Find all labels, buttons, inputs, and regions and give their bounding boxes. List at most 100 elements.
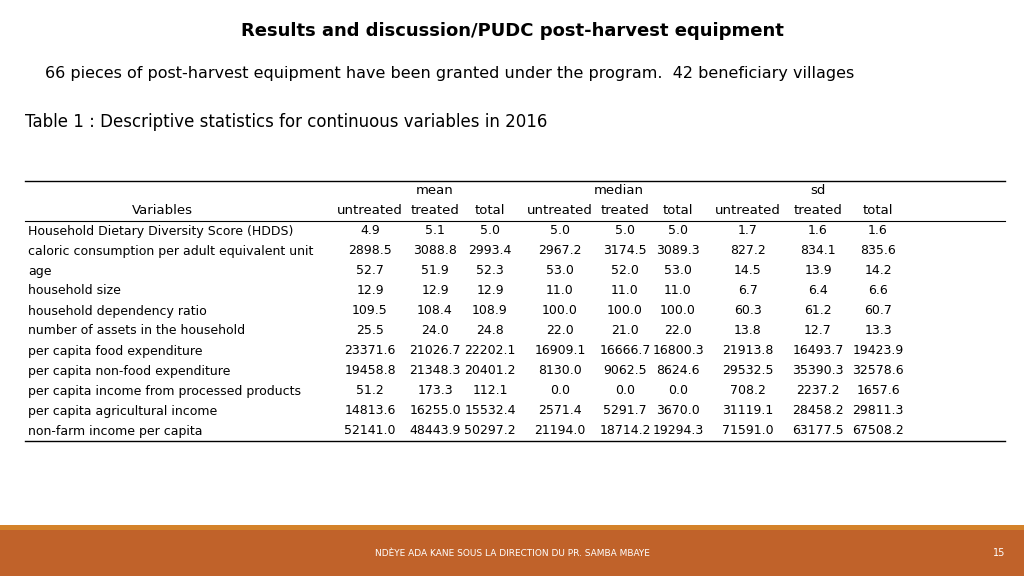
- Text: 61.2: 61.2: [804, 305, 831, 317]
- Text: 3670.0: 3670.0: [656, 404, 699, 418]
- Text: 16493.7: 16493.7: [793, 344, 844, 358]
- Text: per capita non-food expenditure: per capita non-food expenditure: [28, 365, 230, 377]
- Text: 51.9: 51.9: [421, 264, 449, 278]
- Text: 2967.2: 2967.2: [539, 244, 582, 257]
- Text: Results and discussion/PUDC post-harvest equipment: Results and discussion/PUDC post-harvest…: [241, 22, 783, 40]
- Text: 0.0: 0.0: [550, 385, 570, 397]
- Text: 6.6: 6.6: [868, 285, 888, 297]
- Text: 4.9: 4.9: [360, 225, 380, 237]
- Text: median: median: [594, 184, 644, 198]
- Text: 53.0: 53.0: [664, 264, 692, 278]
- Text: 16255.0: 16255.0: [410, 404, 461, 418]
- Text: 50297.2: 50297.2: [464, 425, 516, 438]
- Text: 9062.5: 9062.5: [603, 365, 647, 377]
- Text: 2237.2: 2237.2: [797, 385, 840, 397]
- Text: 8130.0: 8130.0: [539, 365, 582, 377]
- Text: 0.0: 0.0: [615, 385, 635, 397]
- Text: 14813.6: 14813.6: [344, 404, 395, 418]
- Text: 15532.4: 15532.4: [464, 404, 516, 418]
- Text: number of assets in the household: number of assets in the household: [28, 324, 245, 338]
- Text: 21348.3: 21348.3: [410, 365, 461, 377]
- Text: 52.0: 52.0: [611, 264, 639, 278]
- Text: 22.0: 22.0: [546, 324, 573, 338]
- Text: 13.9: 13.9: [804, 264, 831, 278]
- Text: 16800.3: 16800.3: [652, 344, 703, 358]
- Text: 32578.6: 32578.6: [852, 365, 904, 377]
- Text: 834.1: 834.1: [800, 244, 836, 257]
- Text: 53.0: 53.0: [546, 264, 573, 278]
- Text: 108.4: 108.4: [417, 305, 453, 317]
- Text: 35390.3: 35390.3: [793, 365, 844, 377]
- Text: 29532.5: 29532.5: [722, 365, 774, 377]
- Text: total: total: [863, 204, 893, 218]
- Text: 19423.9: 19423.9: [852, 344, 903, 358]
- Text: 16666.7: 16666.7: [599, 344, 650, 358]
- Text: 173.3: 173.3: [417, 385, 453, 397]
- Text: 51.2: 51.2: [356, 385, 384, 397]
- Text: 12.7: 12.7: [804, 324, 831, 338]
- Text: 19294.3: 19294.3: [652, 425, 703, 438]
- Text: 12.9: 12.9: [421, 285, 449, 297]
- Text: 708.2: 708.2: [730, 385, 766, 397]
- Text: 112.1: 112.1: [472, 385, 508, 397]
- Text: 3174.5: 3174.5: [603, 244, 647, 257]
- Text: Table 1 : Descriptive statistics for continuous variables in 2016: Table 1 : Descriptive statistics for con…: [25, 113, 548, 131]
- Text: 14.2: 14.2: [864, 264, 892, 278]
- Text: 827.2: 827.2: [730, 244, 766, 257]
- Text: 1.6: 1.6: [868, 225, 888, 237]
- Text: 52.3: 52.3: [476, 264, 504, 278]
- Text: 52141.0: 52141.0: [344, 425, 395, 438]
- Text: 21913.8: 21913.8: [722, 344, 774, 358]
- Text: 100.0: 100.0: [607, 305, 643, 317]
- Text: household dependency ratio: household dependency ratio: [28, 305, 207, 317]
- Text: 48443.9: 48443.9: [410, 425, 461, 438]
- Text: 15: 15: [992, 548, 1005, 558]
- Text: untreated: untreated: [715, 204, 781, 218]
- Text: 63177.5: 63177.5: [793, 425, 844, 438]
- Text: 14.5: 14.5: [734, 264, 762, 278]
- Bar: [0, 525, 1024, 530]
- Text: per capita agricultural income: per capita agricultural income: [28, 404, 217, 418]
- Text: 20401.2: 20401.2: [464, 365, 516, 377]
- Text: untreated: untreated: [527, 204, 593, 218]
- Text: 16909.1: 16909.1: [535, 344, 586, 358]
- Text: age: age: [28, 264, 51, 278]
- Text: 1.7: 1.7: [738, 225, 758, 237]
- Text: 60.3: 60.3: [734, 305, 762, 317]
- Text: 66 pieces of post-harvest equipment have been granted under the program.  42 ben: 66 pieces of post-harvest equipment have…: [45, 66, 854, 81]
- Text: 6.4: 6.4: [808, 285, 827, 297]
- Text: untreated: untreated: [337, 204, 402, 218]
- Text: 52.7: 52.7: [356, 264, 384, 278]
- Text: 100.0: 100.0: [660, 305, 696, 317]
- Text: 23371.6: 23371.6: [344, 344, 395, 358]
- Text: 11.0: 11.0: [611, 285, 639, 297]
- Text: 18714.2: 18714.2: [599, 425, 650, 438]
- Text: 1.6: 1.6: [808, 225, 827, 237]
- Text: 29811.3: 29811.3: [852, 404, 904, 418]
- Text: 21026.7: 21026.7: [410, 344, 461, 358]
- Text: 67508.2: 67508.2: [852, 425, 904, 438]
- Text: 12.9: 12.9: [356, 285, 384, 297]
- Text: per capita food expenditure: per capita food expenditure: [28, 344, 203, 358]
- Text: sd: sd: [810, 184, 825, 198]
- Text: 5291.7: 5291.7: [603, 404, 647, 418]
- Text: 2571.4: 2571.4: [539, 404, 582, 418]
- Text: 60.7: 60.7: [864, 305, 892, 317]
- Text: 13.8: 13.8: [734, 324, 762, 338]
- Text: 28458.2: 28458.2: [793, 404, 844, 418]
- Text: 0.0: 0.0: [668, 385, 688, 397]
- Text: 5.0: 5.0: [615, 225, 635, 237]
- Text: 835.6: 835.6: [860, 244, 896, 257]
- Text: 5.0: 5.0: [550, 225, 570, 237]
- Text: Household Dietary Diversity Score (HDDS): Household Dietary Diversity Score (HDDS): [28, 225, 293, 237]
- Text: 11.0: 11.0: [665, 285, 692, 297]
- Text: non-farm income per capita: non-farm income per capita: [28, 425, 203, 438]
- Text: 11.0: 11.0: [546, 285, 573, 297]
- Text: 31119.1: 31119.1: [722, 404, 773, 418]
- Text: 5.1: 5.1: [425, 225, 445, 237]
- Text: 71591.0: 71591.0: [722, 425, 774, 438]
- Text: 108.9: 108.9: [472, 305, 508, 317]
- Text: 19458.8: 19458.8: [344, 365, 396, 377]
- Text: 8624.6: 8624.6: [656, 365, 699, 377]
- Bar: [0, 530, 1024, 576]
